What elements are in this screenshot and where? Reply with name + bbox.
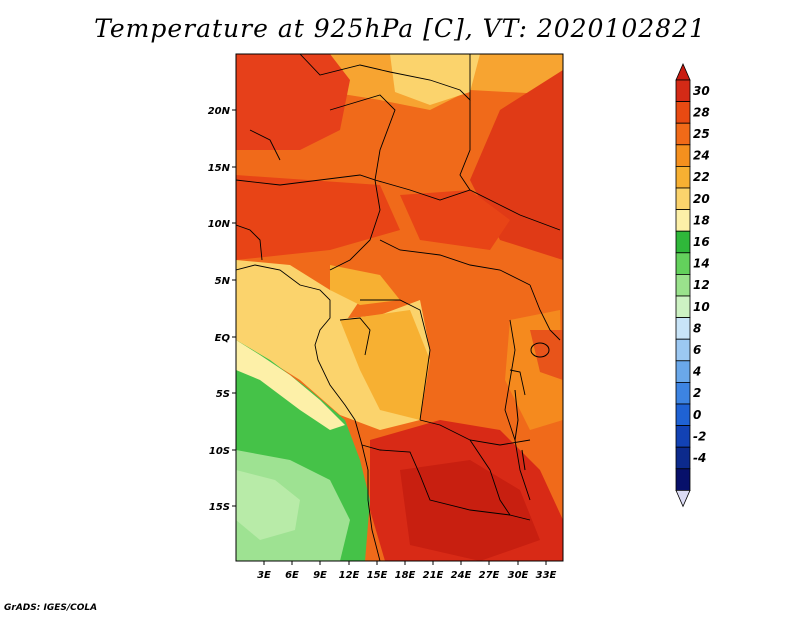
colorbar-label: 2 (693, 386, 701, 400)
colorbar-swatch (675, 446, 691, 470)
lat-label-15n: 15N (208, 163, 231, 174)
lat-label-eq: EQ (215, 333, 231, 344)
colorbar-swatch (675, 252, 691, 275)
lat-label-20n: 20N (208, 106, 231, 117)
colorbar-swatch (675, 79, 691, 103)
colorbar-swatch (675, 468, 691, 491)
colorbar-swatch (675, 144, 691, 167)
colorbar-label: 18 (693, 213, 710, 227)
colorbar-swatch (675, 403, 691, 427)
colorbar-label: 22 (693, 170, 710, 184)
colorbar-bottom-arrow (675, 490, 691, 508)
credit-text: GrADS: IGES/COLA (4, 603, 98, 613)
lon-label-9e: 9E (313, 570, 327, 581)
colorbar-label: 8 (693, 321, 701, 335)
temperature-field (236, 54, 563, 561)
colorbar-label: -2 (693, 429, 706, 443)
colorbar-swatch (675, 209, 691, 232)
colorbar-swatch (675, 360, 691, 383)
latitude-axis: 20N 15N 10N 5N EQ 5S 10S 15S (208, 106, 236, 513)
lon-label-15e: 15E (367, 570, 388, 581)
colorbar-label: 30 (693, 84, 710, 98)
lat-label-5s: 5S (216, 389, 230, 400)
colorbar-label: 24 (693, 149, 710, 163)
colorbar-swatch (675, 122, 691, 146)
colorbar-swatch (675, 101, 691, 124)
colorbar-label: 16 (693, 235, 710, 249)
lon-label-12e: 12E (339, 570, 360, 581)
colorbar-label: 25 (693, 127, 710, 141)
colorbar-label: 6 (693, 343, 701, 357)
lakes (514, 342, 550, 471)
lon-label-18e: 18E (395, 570, 416, 581)
colorbar-swatch (675, 165, 691, 189)
colorbar-swatch (675, 425, 691, 448)
lon-label-24e: 24E (451, 570, 472, 581)
page-title: Temperature at 925hPa [C], VT: 202010282… (94, 14, 706, 43)
colorbar-swatch (675, 381, 691, 405)
country-borders (236, 54, 561, 561)
colorbar-top-arrow (675, 63, 691, 81)
lon-label-30e: 30E (508, 570, 529, 581)
colorbar-swatch (675, 338, 691, 362)
colorbar-label: 0 (693, 408, 701, 422)
lon-label-3e: 3E (257, 570, 271, 581)
map-frame (235, 53, 564, 562)
colorbar-label: -4 (693, 451, 706, 465)
colorbar-label: 28 (693, 105, 710, 119)
colorbar-label: 14 (693, 257, 710, 271)
lat-label-15s: 15S (209, 502, 230, 513)
lat-label-5n: 5N (215, 276, 231, 287)
colorbar-label: 10 (693, 300, 710, 314)
colorbar-swatch (675, 187, 691, 211)
lon-label-21e: 21E (423, 570, 444, 581)
lat-label-10n: 10N (208, 219, 231, 230)
lon-label-6e: 6E (285, 570, 299, 581)
lon-label-27e: 27E (479, 570, 500, 581)
colorbar-label: 12 (693, 278, 710, 292)
colorbar-swatch (675, 317, 691, 340)
colorbar-swatch (675, 295, 691, 319)
colorbar-swatch (675, 273, 691, 297)
colorbar-label: 20 (693, 192, 710, 206)
longitude-axis: 3E 6E 9E 12E 15E 18E 21E 24E 27E 30E 33E (257, 561, 557, 581)
lon-label-33e: 33E (536, 570, 557, 581)
colorbar-label: 4 (692, 365, 701, 379)
colorbar-swatch (675, 230, 691, 254)
lat-label-10s: 10S (209, 446, 230, 457)
